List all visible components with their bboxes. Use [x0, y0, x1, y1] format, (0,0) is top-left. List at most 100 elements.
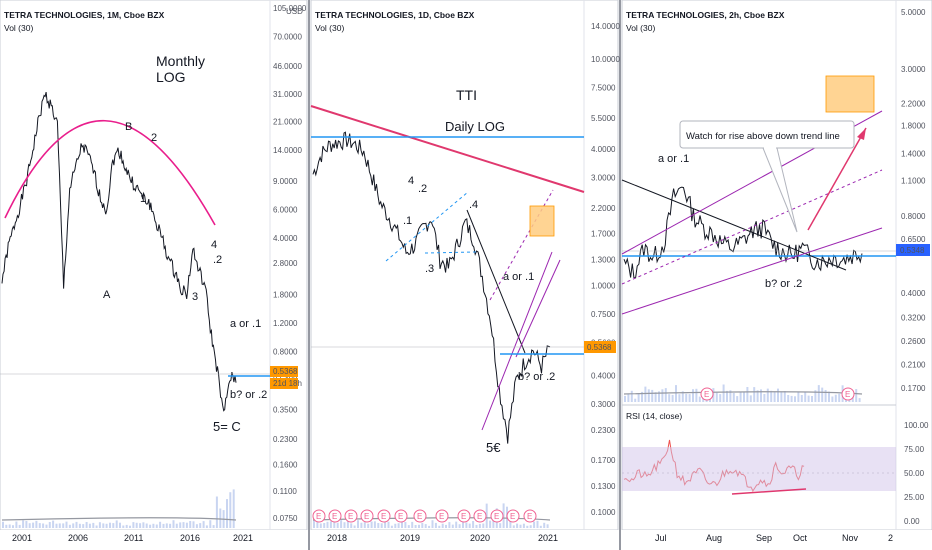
earnings-marker-label: E: [510, 512, 515, 521]
volume-bar: [668, 394, 671, 402]
middle-dashed-channel-lower: [424, 251, 477, 254]
volume-bar: [671, 394, 674, 402]
volume-bar: [48, 522, 51, 528]
volume-bar: [25, 521, 28, 528]
volume-bar: [519, 524, 522, 528]
volume-bar: [229, 492, 232, 528]
wave-label-B: B: [125, 121, 132, 133]
volume-bar: [58, 523, 61, 528]
volume-bar: [357, 520, 359, 528]
earnings-marker-circle: [413, 509, 427, 523]
earnings-marker-circle: [328, 509, 342, 523]
y-tick-label: 0.1700: [591, 456, 616, 465]
volume-bar: [75, 521, 78, 528]
volume-bar: [485, 503, 488, 528]
volume-bar: [149, 524, 152, 528]
y-tick-label: 21.0000: [273, 117, 302, 126]
wave-label-b-or-2: b? or .2: [230, 389, 267, 401]
volume-bar: [817, 385, 820, 402]
volume-bar: [165, 523, 168, 528]
y-tick-label: 0.7500: [591, 310, 616, 319]
volume-bar: [661, 389, 664, 402]
volume-bar: [139, 523, 142, 528]
y-tick-label: 5.5000: [591, 114, 616, 123]
volume-bar: [411, 521, 414, 528]
volume-bar: [205, 525, 208, 528]
volume-bar: [726, 390, 728, 402]
volume-bar: [719, 394, 722, 402]
middle-volume-label: Vol (30): [315, 23, 344, 33]
volume-bar: [516, 523, 519, 528]
volume-bar: [794, 396, 796, 402]
middle-black-trend: [466, 209, 526, 354]
volume-bar: [855, 389, 858, 402]
volume-bar: [526, 525, 529, 528]
volume-bar: [634, 398, 637, 402]
volume-bar: [783, 391, 786, 402]
earnings-marker-circle: [841, 387, 855, 401]
left-price-tag: 0.5368: [273, 367, 298, 376]
rsi-label: RSI (14, close): [626, 411, 682, 421]
rsi-tick-label: 75.00: [904, 445, 925, 454]
x-tick-label: Oct: [793, 533, 808, 543]
volume-bar: [119, 522, 121, 528]
volume-bar: [838, 393, 841, 402]
pane-left: [0, 0, 308, 531]
volume-bars: [2, 489, 235, 528]
volume-bar: [45, 524, 48, 528]
x-tick-label: Nov: [842, 533, 859, 543]
y-tick-label: 70.0000: [273, 33, 302, 42]
volume-bar: [367, 523, 370, 528]
earnings-marker-label: E: [845, 390, 850, 399]
volume-bar: [28, 523, 31, 528]
middle-chart-layer: 14.0000 10.0000 7.5000 5.5000 4.0000 3.0000 2.…: [312, 22, 620, 543]
volume-bar: [42, 523, 45, 528]
y-tick-label: 0.3200: [901, 314, 926, 323]
mid-wave-label-b-or-2: b? or .2: [518, 371, 555, 383]
volume-bar: [739, 391, 742, 402]
volume-bar: [736, 396, 739, 402]
y-tick-label: 2.8000: [273, 259, 298, 268]
volume-bars: [624, 384, 861, 402]
volume-bar: [384, 520, 387, 528]
volume-bar: [743, 392, 745, 402]
volume-bar: [729, 390, 732, 402]
mid-wave-label-dot3: .3: [425, 263, 434, 275]
volume-bar: [475, 524, 478, 528]
y-tick-label: 1.3000: [591, 256, 616, 265]
y-tick-label: 1.1000: [901, 176, 926, 185]
volume-bar: [797, 392, 800, 402]
volume-bar: [313, 520, 315, 528]
volume-bar: [202, 521, 205, 528]
volume-bar: [12, 525, 14, 528]
volume-bar: [421, 522, 424, 528]
right-target-box: [825, 75, 875, 113]
volume-bar: [858, 398, 861, 402]
volume-bar: [109, 522, 111, 528]
volume-bar: [821, 387, 824, 402]
y-tick-label: 0.4000: [591, 372, 616, 381]
volume-bar: [722, 384, 725, 402]
volume-bar: [152, 523, 155, 528]
right-volume-label: Vol (30): [626, 23, 655, 33]
y-tick-label: 1.2000: [273, 319, 298, 328]
y-tick-label: 6.0000: [273, 206, 298, 215]
earnings-marker-label: E: [439, 512, 444, 521]
y-tick-label: 7.5000: [591, 83, 616, 92]
volume-bar: [831, 396, 834, 402]
volume-bar: [115, 520, 118, 528]
volume-bar: [132, 522, 135, 528]
volume-bar: [695, 388, 698, 402]
volume-bar: [169, 523, 172, 528]
volume-bar: [404, 522, 407, 528]
volume-bar: [773, 391, 776, 402]
volume-bar: [172, 520, 175, 528]
volume-bar: [658, 391, 660, 402]
volume-bar: [468, 523, 471, 528]
volume-bar: [688, 394, 691, 402]
volume-bar: [746, 387, 749, 402]
y-tick-label: 1.8000: [901, 122, 926, 131]
earnings-marker-circle: [523, 509, 537, 523]
wave-label-4: 4: [211, 239, 217, 251]
